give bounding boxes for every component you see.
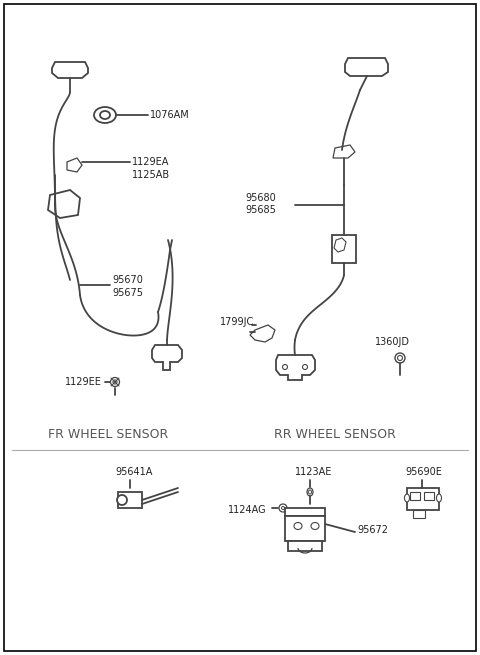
Bar [285, 508, 325, 516]
Polygon shape [276, 355, 315, 380]
Ellipse shape [307, 488, 313, 496]
Text: 1124AG: 1124AG [228, 505, 266, 515]
Text: 1129EE: 1129EE [65, 377, 102, 387]
Ellipse shape [395, 353, 405, 363]
Polygon shape [333, 145, 355, 158]
Polygon shape [48, 190, 80, 218]
Ellipse shape [309, 490, 312, 494]
Text: 95680: 95680 [245, 193, 276, 203]
Ellipse shape [110, 377, 120, 386]
Bar [332, 235, 356, 263]
Text: 1799JC: 1799JC [220, 317, 254, 327]
Ellipse shape [94, 107, 116, 123]
Ellipse shape [436, 494, 442, 502]
Ellipse shape [311, 523, 319, 529]
Polygon shape [52, 62, 88, 78]
Text: 95675: 95675 [112, 288, 143, 298]
Text: 95670: 95670 [112, 275, 143, 285]
Ellipse shape [283, 364, 288, 369]
Polygon shape [250, 325, 275, 342]
Polygon shape [334, 238, 346, 252]
Text: 1076AM: 1076AM [150, 110, 190, 120]
Ellipse shape [294, 523, 302, 529]
Ellipse shape [117, 495, 127, 505]
Ellipse shape [100, 111, 110, 119]
Ellipse shape [302, 364, 308, 369]
Bar [118, 492, 142, 508]
Text: 1125AB: 1125AB [132, 170, 170, 180]
Bar [285, 516, 325, 541]
Text: 95672: 95672 [357, 525, 388, 535]
Text: 1129EA: 1129EA [132, 157, 169, 167]
Text: 1360JD: 1360JD [375, 337, 410, 347]
Text: 1123AE: 1123AE [295, 467, 332, 477]
Bar [410, 492, 420, 500]
Polygon shape [345, 58, 388, 76]
Text: 95685: 95685 [245, 205, 276, 215]
Ellipse shape [281, 506, 285, 510]
Ellipse shape [113, 380, 117, 384]
Ellipse shape [279, 504, 287, 512]
Polygon shape [67, 158, 82, 172]
Bar [424, 492, 434, 500]
Ellipse shape [397, 356, 403, 360]
Text: 95641A: 95641A [115, 467, 152, 477]
Bar [407, 488, 439, 510]
Text: 95690E: 95690E [405, 467, 442, 477]
Polygon shape [152, 345, 182, 370]
Bar [413, 510, 425, 518]
Bar [288, 541, 322, 551]
Text: FR WHEEL SENSOR: FR WHEEL SENSOR [48, 428, 168, 441]
Ellipse shape [405, 494, 409, 502]
Text: RR WHEEL SENSOR: RR WHEEL SENSOR [274, 428, 396, 441]
